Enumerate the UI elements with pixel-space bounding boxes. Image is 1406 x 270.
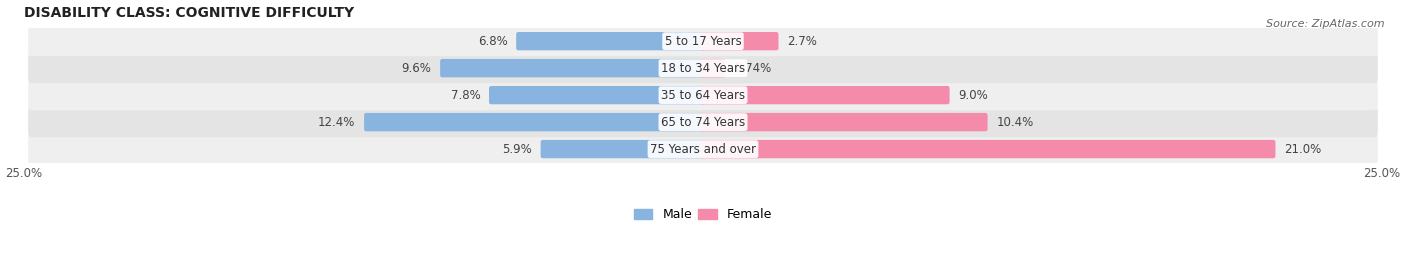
Text: 12.4%: 12.4%: [318, 116, 356, 129]
FancyBboxPatch shape: [28, 53, 1378, 83]
Text: 35 to 64 Years: 35 to 64 Years: [661, 89, 745, 102]
FancyBboxPatch shape: [28, 26, 1378, 56]
Text: 7.8%: 7.8%: [450, 89, 481, 102]
Text: 5 to 17 Years: 5 to 17 Years: [665, 35, 741, 48]
Text: 18 to 34 Years: 18 to 34 Years: [661, 62, 745, 75]
Text: 2.7%: 2.7%: [787, 35, 817, 48]
Legend: Male, Female: Male, Female: [628, 204, 778, 227]
Text: 5.9%: 5.9%: [502, 143, 531, 156]
FancyBboxPatch shape: [28, 134, 1378, 164]
Text: 21.0%: 21.0%: [1284, 143, 1322, 156]
FancyBboxPatch shape: [440, 59, 706, 77]
Text: 9.6%: 9.6%: [402, 62, 432, 75]
FancyBboxPatch shape: [700, 32, 779, 50]
FancyBboxPatch shape: [700, 113, 987, 131]
Text: 0.74%: 0.74%: [734, 62, 772, 75]
FancyBboxPatch shape: [28, 80, 1378, 110]
FancyBboxPatch shape: [700, 140, 1275, 158]
Text: 9.0%: 9.0%: [959, 89, 988, 102]
FancyBboxPatch shape: [364, 113, 706, 131]
Text: 75 Years and over: 75 Years and over: [650, 143, 756, 156]
FancyBboxPatch shape: [541, 140, 706, 158]
FancyBboxPatch shape: [489, 86, 706, 104]
Text: 6.8%: 6.8%: [478, 35, 508, 48]
FancyBboxPatch shape: [700, 86, 949, 104]
FancyBboxPatch shape: [28, 107, 1378, 137]
FancyBboxPatch shape: [700, 59, 725, 77]
Text: DISABILITY CLASS: COGNITIVE DIFFICULTY: DISABILITY CLASS: COGNITIVE DIFFICULTY: [24, 6, 354, 19]
Text: 10.4%: 10.4%: [997, 116, 1033, 129]
Text: 65 to 74 Years: 65 to 74 Years: [661, 116, 745, 129]
Text: Source: ZipAtlas.com: Source: ZipAtlas.com: [1267, 19, 1385, 29]
FancyBboxPatch shape: [516, 32, 706, 50]
